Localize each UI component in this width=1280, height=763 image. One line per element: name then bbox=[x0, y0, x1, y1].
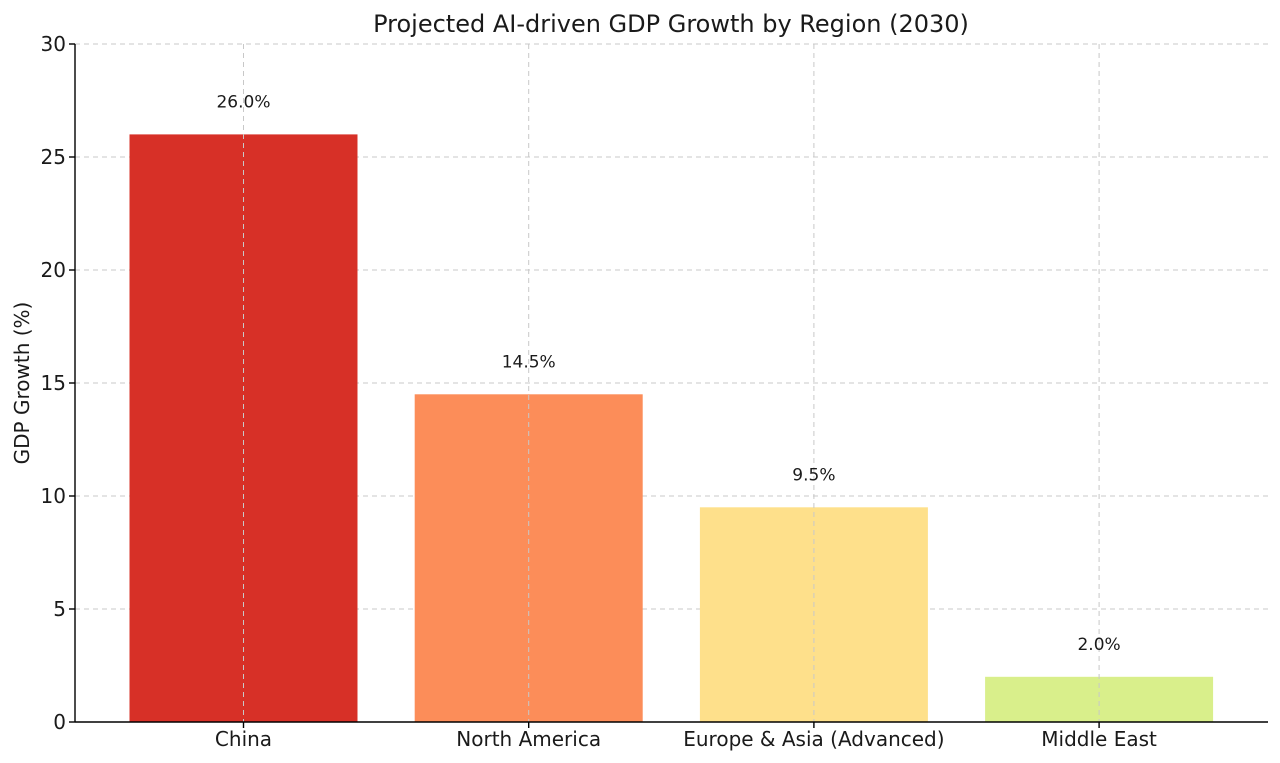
y-tick-label: 5 bbox=[53, 597, 66, 621]
x-tick-label: Europe & Asia (Advanced) bbox=[683, 727, 944, 751]
chart-title: Projected AI-driven GDP Growth by Region… bbox=[373, 10, 969, 38]
bar-value-label: 26.0% bbox=[216, 92, 270, 112]
y-tick-label: 10 bbox=[41, 484, 66, 508]
x-axis-ticks: China North America Europe & Asia (Advance… bbox=[215, 722, 1157, 751]
x-tick-label: Middle East bbox=[1041, 727, 1157, 751]
y-axis-label: GDP Growth (%) bbox=[10, 302, 34, 465]
y-tick-label: 20 bbox=[41, 258, 66, 282]
bar-value-label: 14.5% bbox=[502, 352, 556, 372]
bar-value-label: 9.5% bbox=[792, 465, 835, 485]
vertical-grid-lines bbox=[243, 44, 1100, 722]
y-tick-label: 30 bbox=[41, 32, 66, 56]
bars bbox=[129, 134, 1214, 722]
y-axis-ticks: 0 5 10 15 20 25 30 bbox=[41, 32, 75, 734]
bar-value-label: 2.0% bbox=[1077, 635, 1120, 655]
y-tick-label: 15 bbox=[41, 371, 66, 395]
x-tick-label: North America bbox=[456, 727, 601, 751]
y-tick-label: 25 bbox=[41, 145, 66, 169]
y-tick-label: 0 bbox=[53, 710, 66, 734]
bar-value-labels: 26.0% 14.5% 9.5% 2.0% bbox=[216, 92, 1120, 654]
x-tick-label: China bbox=[215, 727, 272, 751]
